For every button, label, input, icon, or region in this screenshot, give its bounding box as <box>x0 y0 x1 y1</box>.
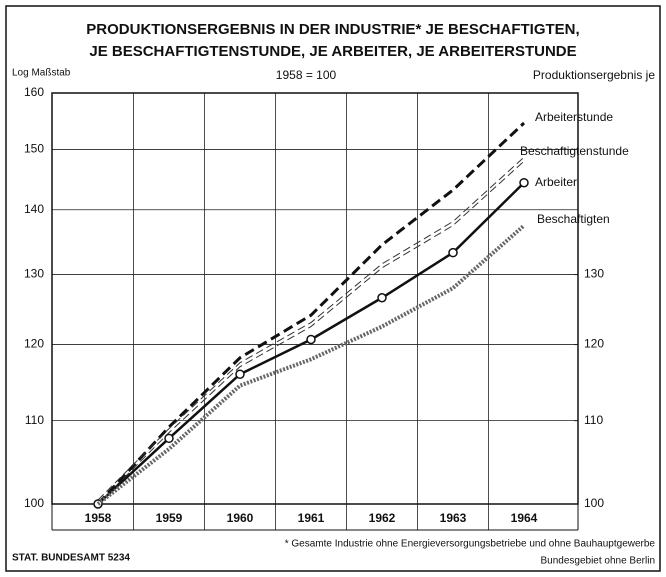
x-tick-label: 1963 <box>440 511 467 525</box>
frame <box>5 5 661 572</box>
series-line <box>96 121 526 506</box>
point-marker <box>377 292 387 303</box>
series-label: Arbeiterstunde <box>535 110 613 124</box>
chart-title: JE BESCHAFTIGTENSTUNDE, JE ARBEITER, JE … <box>89 43 576 60</box>
series-line-shadow <box>97 156 525 501</box>
plot-frame <box>51 92 579 505</box>
footnote: Bundesgebiet ohne Berlin <box>540 556 655 567</box>
x-tick-label: 1960 <box>227 511 254 525</box>
series-label: Arbeiter <box>535 175 577 189</box>
series-label: Beschaftigtenstunde <box>520 144 629 158</box>
y2-tick-label: 100 <box>584 496 604 510</box>
x-tick-label: 1962 <box>369 511 396 525</box>
series-label: Beschaftigten <box>537 212 610 226</box>
y-axis-label: Log Maßstab <box>12 68 71 79</box>
source: STAT. BUNDESAMT 5234 <box>12 553 130 564</box>
y2-tick-label: 130 <box>584 267 604 281</box>
point-marker <box>164 433 174 444</box>
y-tick-label: 130 <box>24 267 44 281</box>
y-tick-label: 120 <box>24 337 44 351</box>
y2-tick-label: 110 <box>584 413 603 427</box>
point-marker <box>519 177 529 188</box>
series-line <box>97 160 525 505</box>
y2-axis-label: Produktionsergebnis je <box>533 68 655 82</box>
point-marker <box>448 247 458 258</box>
point-marker <box>306 334 316 345</box>
x-tick-label: 1958 <box>85 511 112 525</box>
y-tick-label: 150 <box>24 142 44 156</box>
y-tick-label: 100 <box>24 496 44 510</box>
y2-tick-label: 120 <box>584 337 604 351</box>
series-line <box>96 224 526 506</box>
chart-title: PRODUKTIONSERGEBNIS IN DER INDUSTRIE* JE… <box>86 21 579 38</box>
y-tick-label: 140 <box>24 202 44 216</box>
y-tick-label: 110 <box>25 413 44 427</box>
x-tick-label: 1964 <box>511 511 538 525</box>
point-marker <box>235 369 245 379</box>
subtitle: 1958 = 100 <box>276 68 337 82</box>
x-tick-label: 1959 <box>156 511 183 525</box>
footnote: * Gesamte Industrie ohne Energieversorgu… <box>285 539 656 550</box>
x-tick-label: 1961 <box>298 511 325 525</box>
y-tick-label: 160 <box>24 85 44 99</box>
